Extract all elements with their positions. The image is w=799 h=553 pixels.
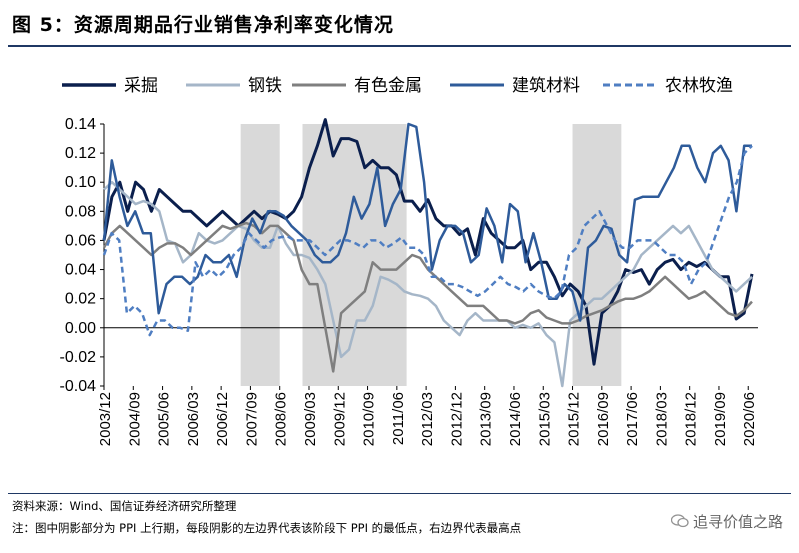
watermark: 追寻价值之路 <box>670 511 783 532</box>
x-tick-label: 2009/03 <box>302 392 319 446</box>
wechat-icon <box>670 514 689 528</box>
x-tick-label: 2018/03 <box>653 392 670 446</box>
title-bar: 图 5：资源周期品行业销售净利率变化情况 <box>0 0 799 44</box>
y-tick-label: 0.00 <box>65 320 96 337</box>
legend-label: 采掘 <box>124 76 158 96</box>
x-tick-label: 2009/12 <box>331 392 348 446</box>
y-tick-label: 0.06 <box>65 232 96 249</box>
legend-label: 有色金属 <box>354 76 422 96</box>
title-rule <box>8 45 791 47</box>
footnote: 注：图中阴影部分为 PPI 上行期，每段阴影的左边界代表该阶段下 PPI 的最低… <box>12 521 522 535</box>
series-line-5 <box>102 144 753 337</box>
y-tick-label: 0.02 <box>65 291 96 308</box>
x-tick-label: 2008/06 <box>273 392 290 446</box>
legend-label: 钢铁 <box>248 76 282 96</box>
legend-label: 农林牧渔 <box>665 76 733 96</box>
x-tick-label: 2006/03 <box>185 392 202 446</box>
series-line-2 <box>103 180 753 388</box>
source-note: 资料来源：Wind、国信证券经济研究所整理 <box>12 499 237 513</box>
x-tick-label: 2017/06 <box>624 392 641 446</box>
footer-rule <box>8 493 791 494</box>
x-tick-label: 2003/12 <box>97 392 114 446</box>
legend-label: 建筑材料 <box>512 76 580 96</box>
y-tick-label: -0.02 <box>60 349 97 366</box>
x-tick-label: 2006/12 <box>214 392 231 446</box>
x-tick-label: 2015/12 <box>566 392 583 446</box>
y-tick-label: 0.12 <box>65 145 96 162</box>
series-line-4 <box>102 122 752 322</box>
x-tick-label: 2011/06 <box>390 392 407 445</box>
x-tick-label: 2012/12 <box>448 392 465 446</box>
x-tick-label: 2019/09 <box>712 392 729 446</box>
x-tick-label: 2020/06 <box>741 392 758 446</box>
ppi-upcycle-shade-1 <box>240 124 280 386</box>
y-tick-label: -0.04 <box>60 378 97 395</box>
y-tick-label: 0.10 <box>65 174 96 191</box>
x-tick-label: 2016/09 <box>595 392 612 446</box>
series-line-3 <box>102 221 753 373</box>
x-tick-label: 2015/03 <box>536 392 553 446</box>
y-tick-label: 0.08 <box>65 203 96 220</box>
x-tick-label: 2010/09 <box>361 392 378 446</box>
watermark-text: 追寻价值之路 <box>692 513 783 531</box>
figure-title: 图 5：资源周期品行业销售净利率变化情况 <box>12 14 394 36</box>
y-tick-label: 0.14 <box>65 116 96 133</box>
y-tick-label: 0.04 <box>65 262 96 279</box>
x-tick-label: 2004/09 <box>126 392 143 446</box>
line-chart: 0.14 0.12 0.10 0.08 0.06 0.04 0.02 0.00 -0.02 -0.… <box>60 76 759 446</box>
x-tick-label: 2014/06 <box>507 392 524 446</box>
x-tick-label: 2005/06 <box>156 392 173 446</box>
ppi-upcycle-shade-2 <box>302 124 407 386</box>
x-tick-label: 2018/12 <box>683 392 700 446</box>
series-line-1 <box>102 118 754 366</box>
x-tick-label: 2007/09 <box>243 392 260 446</box>
x-tick-label: 2013/09 <box>478 392 495 446</box>
x-tick-label: 2012/03 <box>419 392 436 446</box>
